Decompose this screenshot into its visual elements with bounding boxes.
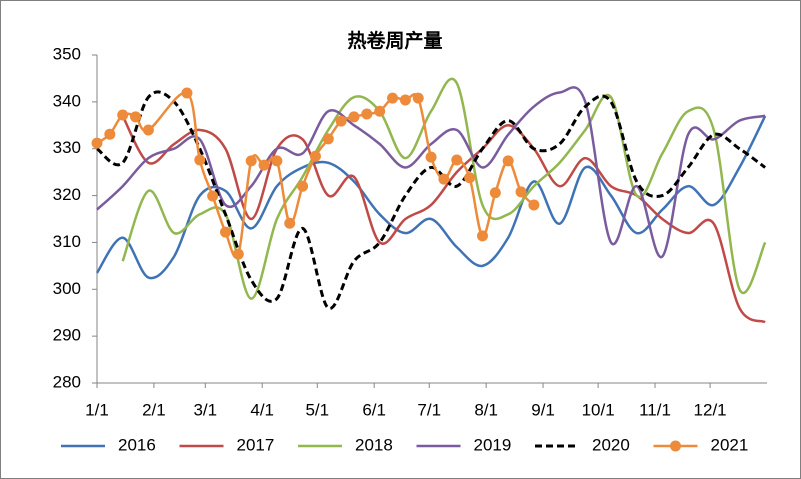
y-tick-label: 280 [53, 372, 81, 391]
series-marker [91, 137, 103, 149]
series-marker [258, 159, 270, 171]
legend-label: 2021 [711, 435, 749, 454]
series-marker [194, 154, 206, 166]
series-line [96, 86, 766, 258]
series-marker [335, 115, 347, 127]
series-marker [322, 133, 334, 145]
series-marker [412, 92, 424, 104]
x-tick-label: 1/1 [85, 400, 109, 419]
series-line [95, 115, 767, 280]
series-line [96, 90, 767, 310]
x-tick-label: 8/1 [474, 400, 498, 419]
legend-label: 2018 [355, 435, 393, 454]
series-marker [297, 180, 309, 192]
series-marker [387, 92, 399, 104]
series-marker [232, 248, 244, 260]
series-marker [271, 155, 283, 167]
series-marker [489, 187, 501, 199]
series-marker [528, 199, 540, 211]
series-marker [309, 150, 321, 162]
series-marker [502, 155, 514, 167]
y-tick-label: 350 [53, 44, 81, 63]
x-tick-label: 12/1 [694, 400, 727, 419]
legend-label: 2020 [592, 435, 630, 454]
y-tick-label: 310 [53, 232, 81, 251]
y-tick-label: 300 [53, 279, 81, 298]
series-marker [515, 186, 527, 198]
legend-label: 2016 [118, 435, 156, 454]
series-marker [284, 217, 296, 229]
x-tick-label: 3/1 [193, 400, 217, 419]
y-tick-label: 340 [53, 91, 81, 110]
legend-marker [670, 440, 681, 452]
series-marker [117, 109, 129, 121]
series-line [121, 77, 767, 300]
x-tick-label: 2/1 [142, 400, 166, 419]
series-marker [425, 151, 437, 163]
series-marker [464, 172, 476, 184]
series-marker [245, 155, 257, 167]
x-tick-label: 4/1 [250, 400, 274, 419]
series-marker [438, 173, 450, 185]
legend-label: 2019 [474, 435, 512, 454]
x-tick-label: 5/1 [305, 400, 329, 419]
x-tick-label: 6/1 [362, 400, 386, 419]
series-marker [348, 111, 360, 123]
legend-label: 2017 [237, 435, 275, 454]
series-marker [142, 124, 154, 136]
series-marker [361, 108, 373, 120]
y-tick-label: 330 [53, 138, 81, 157]
chart-title: 热卷周产量 [347, 29, 442, 52]
series-line [121, 115, 766, 324]
series-marker [181, 87, 193, 99]
series-marker [219, 226, 231, 238]
x-tick-label: 10/1 [582, 400, 615, 419]
series-marker [476, 230, 488, 242]
series-marker [130, 111, 142, 123]
series-marker [451, 154, 463, 166]
series-marker [399, 94, 411, 106]
series-marker [207, 190, 219, 202]
series-marker [374, 105, 386, 117]
x-tick-label: 9/1 [531, 400, 555, 419]
y-tick-label: 320 [53, 185, 81, 204]
x-tick-label: 7/1 [417, 400, 441, 419]
x-tick-label: 11/1 [639, 400, 671, 419]
y-tick-label: 290 [53, 326, 81, 345]
series-marker [104, 128, 116, 140]
